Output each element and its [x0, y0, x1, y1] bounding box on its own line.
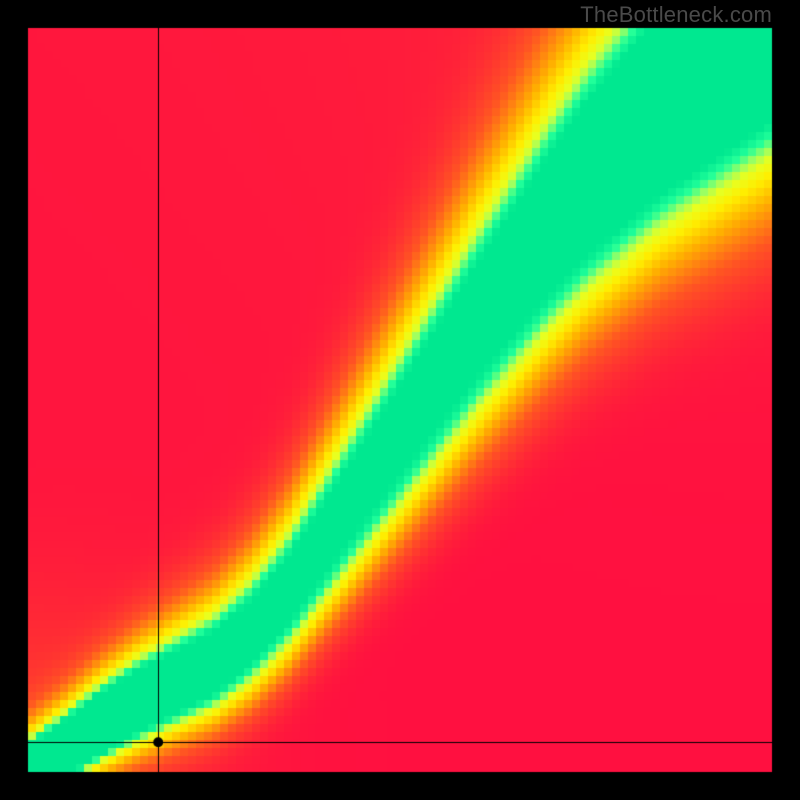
bottleneck-heatmap — [0, 0, 800, 800]
watermark-text: TheBottleneck.com — [580, 2, 772, 28]
